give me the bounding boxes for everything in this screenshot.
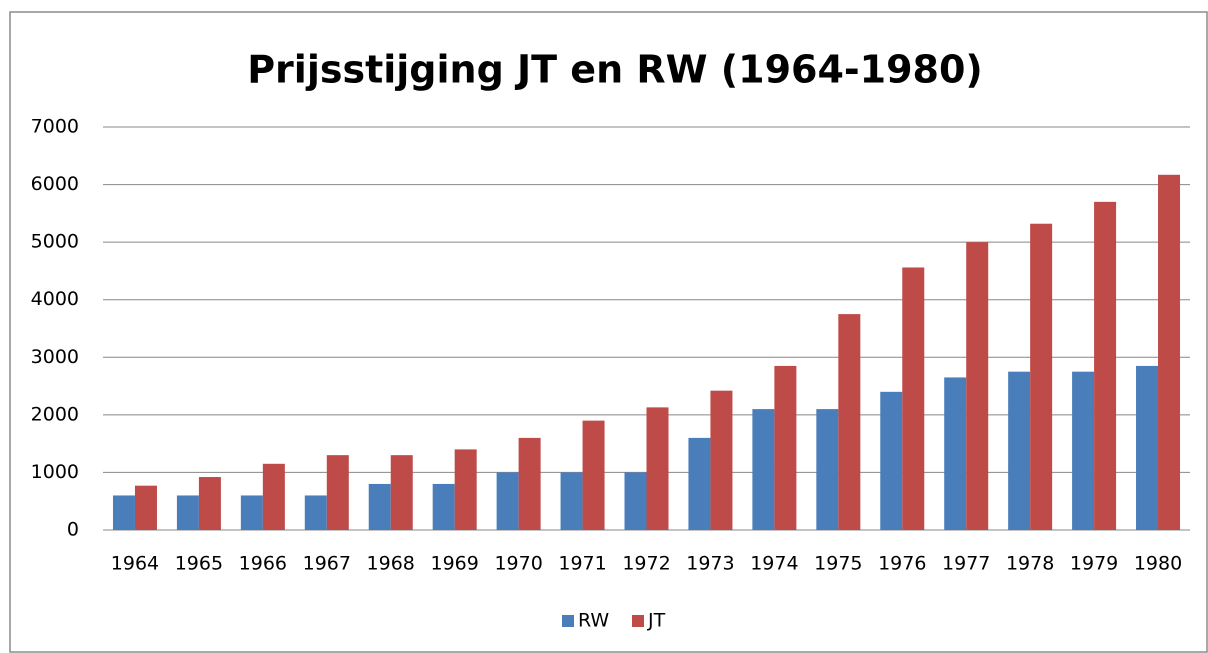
x-tick-label: 1977 bbox=[942, 553, 990, 575]
x-tick-label: 1972 bbox=[622, 553, 670, 575]
bar bbox=[944, 377, 967, 530]
bar bbox=[560, 472, 583, 530]
y-tick-label: 7000 bbox=[31, 116, 79, 138]
bar bbox=[326, 455, 349, 530]
x-tick-label: 1980 bbox=[1134, 553, 1182, 575]
x-tick-label: 1964 bbox=[111, 553, 159, 575]
bar bbox=[262, 463, 285, 530]
y-tick-label: 0 bbox=[67, 519, 79, 541]
bar bbox=[582, 420, 605, 530]
bar bbox=[176, 495, 199, 530]
bar bbox=[816, 409, 839, 530]
bar bbox=[1072, 371, 1095, 530]
bar bbox=[240, 495, 263, 530]
bar bbox=[624, 472, 647, 530]
x-tick-label: 1968 bbox=[367, 553, 415, 575]
y-tick-label: 1000 bbox=[31, 461, 79, 483]
bar bbox=[902, 267, 925, 530]
bar bbox=[646, 407, 669, 530]
bar bbox=[838, 314, 861, 530]
y-tick-label: 3000 bbox=[31, 346, 79, 368]
bar bbox=[454, 449, 477, 530]
bar bbox=[432, 483, 455, 530]
bar bbox=[688, 437, 711, 530]
bar bbox=[112, 495, 135, 530]
bar bbox=[880, 391, 903, 530]
x-tick-label: 1974 bbox=[750, 553, 798, 575]
bar bbox=[1008, 371, 1031, 530]
x-tick-label: 1978 bbox=[1006, 553, 1054, 575]
bar bbox=[774, 365, 797, 530]
legend-swatch bbox=[562, 615, 574, 627]
bar bbox=[966, 242, 989, 530]
chart-title: Prijsstijging JT en RW (1964-1980) bbox=[247, 48, 983, 92]
x-tick-label: 1966 bbox=[239, 553, 287, 575]
bar bbox=[1094, 201, 1117, 531]
chart-frame bbox=[9, 11, 1208, 653]
x-tick-label: 1967 bbox=[303, 553, 351, 575]
x-tick-label: 1965 bbox=[175, 553, 223, 575]
y-tick-label: 5000 bbox=[31, 231, 79, 253]
y-tick-label: 4000 bbox=[31, 288, 79, 310]
x-tick-label: 1979 bbox=[1070, 553, 1118, 575]
bar bbox=[752, 409, 775, 530]
x-tick-label: 1971 bbox=[558, 553, 606, 575]
bar bbox=[198, 477, 221, 530]
bar bbox=[1030, 223, 1053, 530]
x-tick-label: 1975 bbox=[814, 553, 862, 575]
bar bbox=[390, 455, 413, 530]
bar bbox=[1136, 365, 1159, 530]
x-tick-label: 1973 bbox=[686, 553, 734, 575]
bar bbox=[496, 472, 519, 530]
bar bbox=[518, 437, 541, 530]
bar bbox=[368, 483, 391, 530]
x-tick-label: 1969 bbox=[430, 553, 478, 575]
bar bbox=[1158, 174, 1181, 530]
x-tick-label: 1970 bbox=[494, 553, 542, 575]
y-tick-label: 6000 bbox=[31, 173, 79, 195]
legend-swatch bbox=[632, 615, 644, 627]
bar bbox=[304, 495, 327, 530]
legend-label: RW bbox=[578, 610, 609, 632]
bar bbox=[710, 390, 733, 530]
bar bbox=[134, 485, 157, 530]
x-tick-label: 1976 bbox=[878, 553, 926, 575]
y-tick-label: 2000 bbox=[31, 403, 79, 425]
legend-label: JT bbox=[647, 610, 666, 632]
